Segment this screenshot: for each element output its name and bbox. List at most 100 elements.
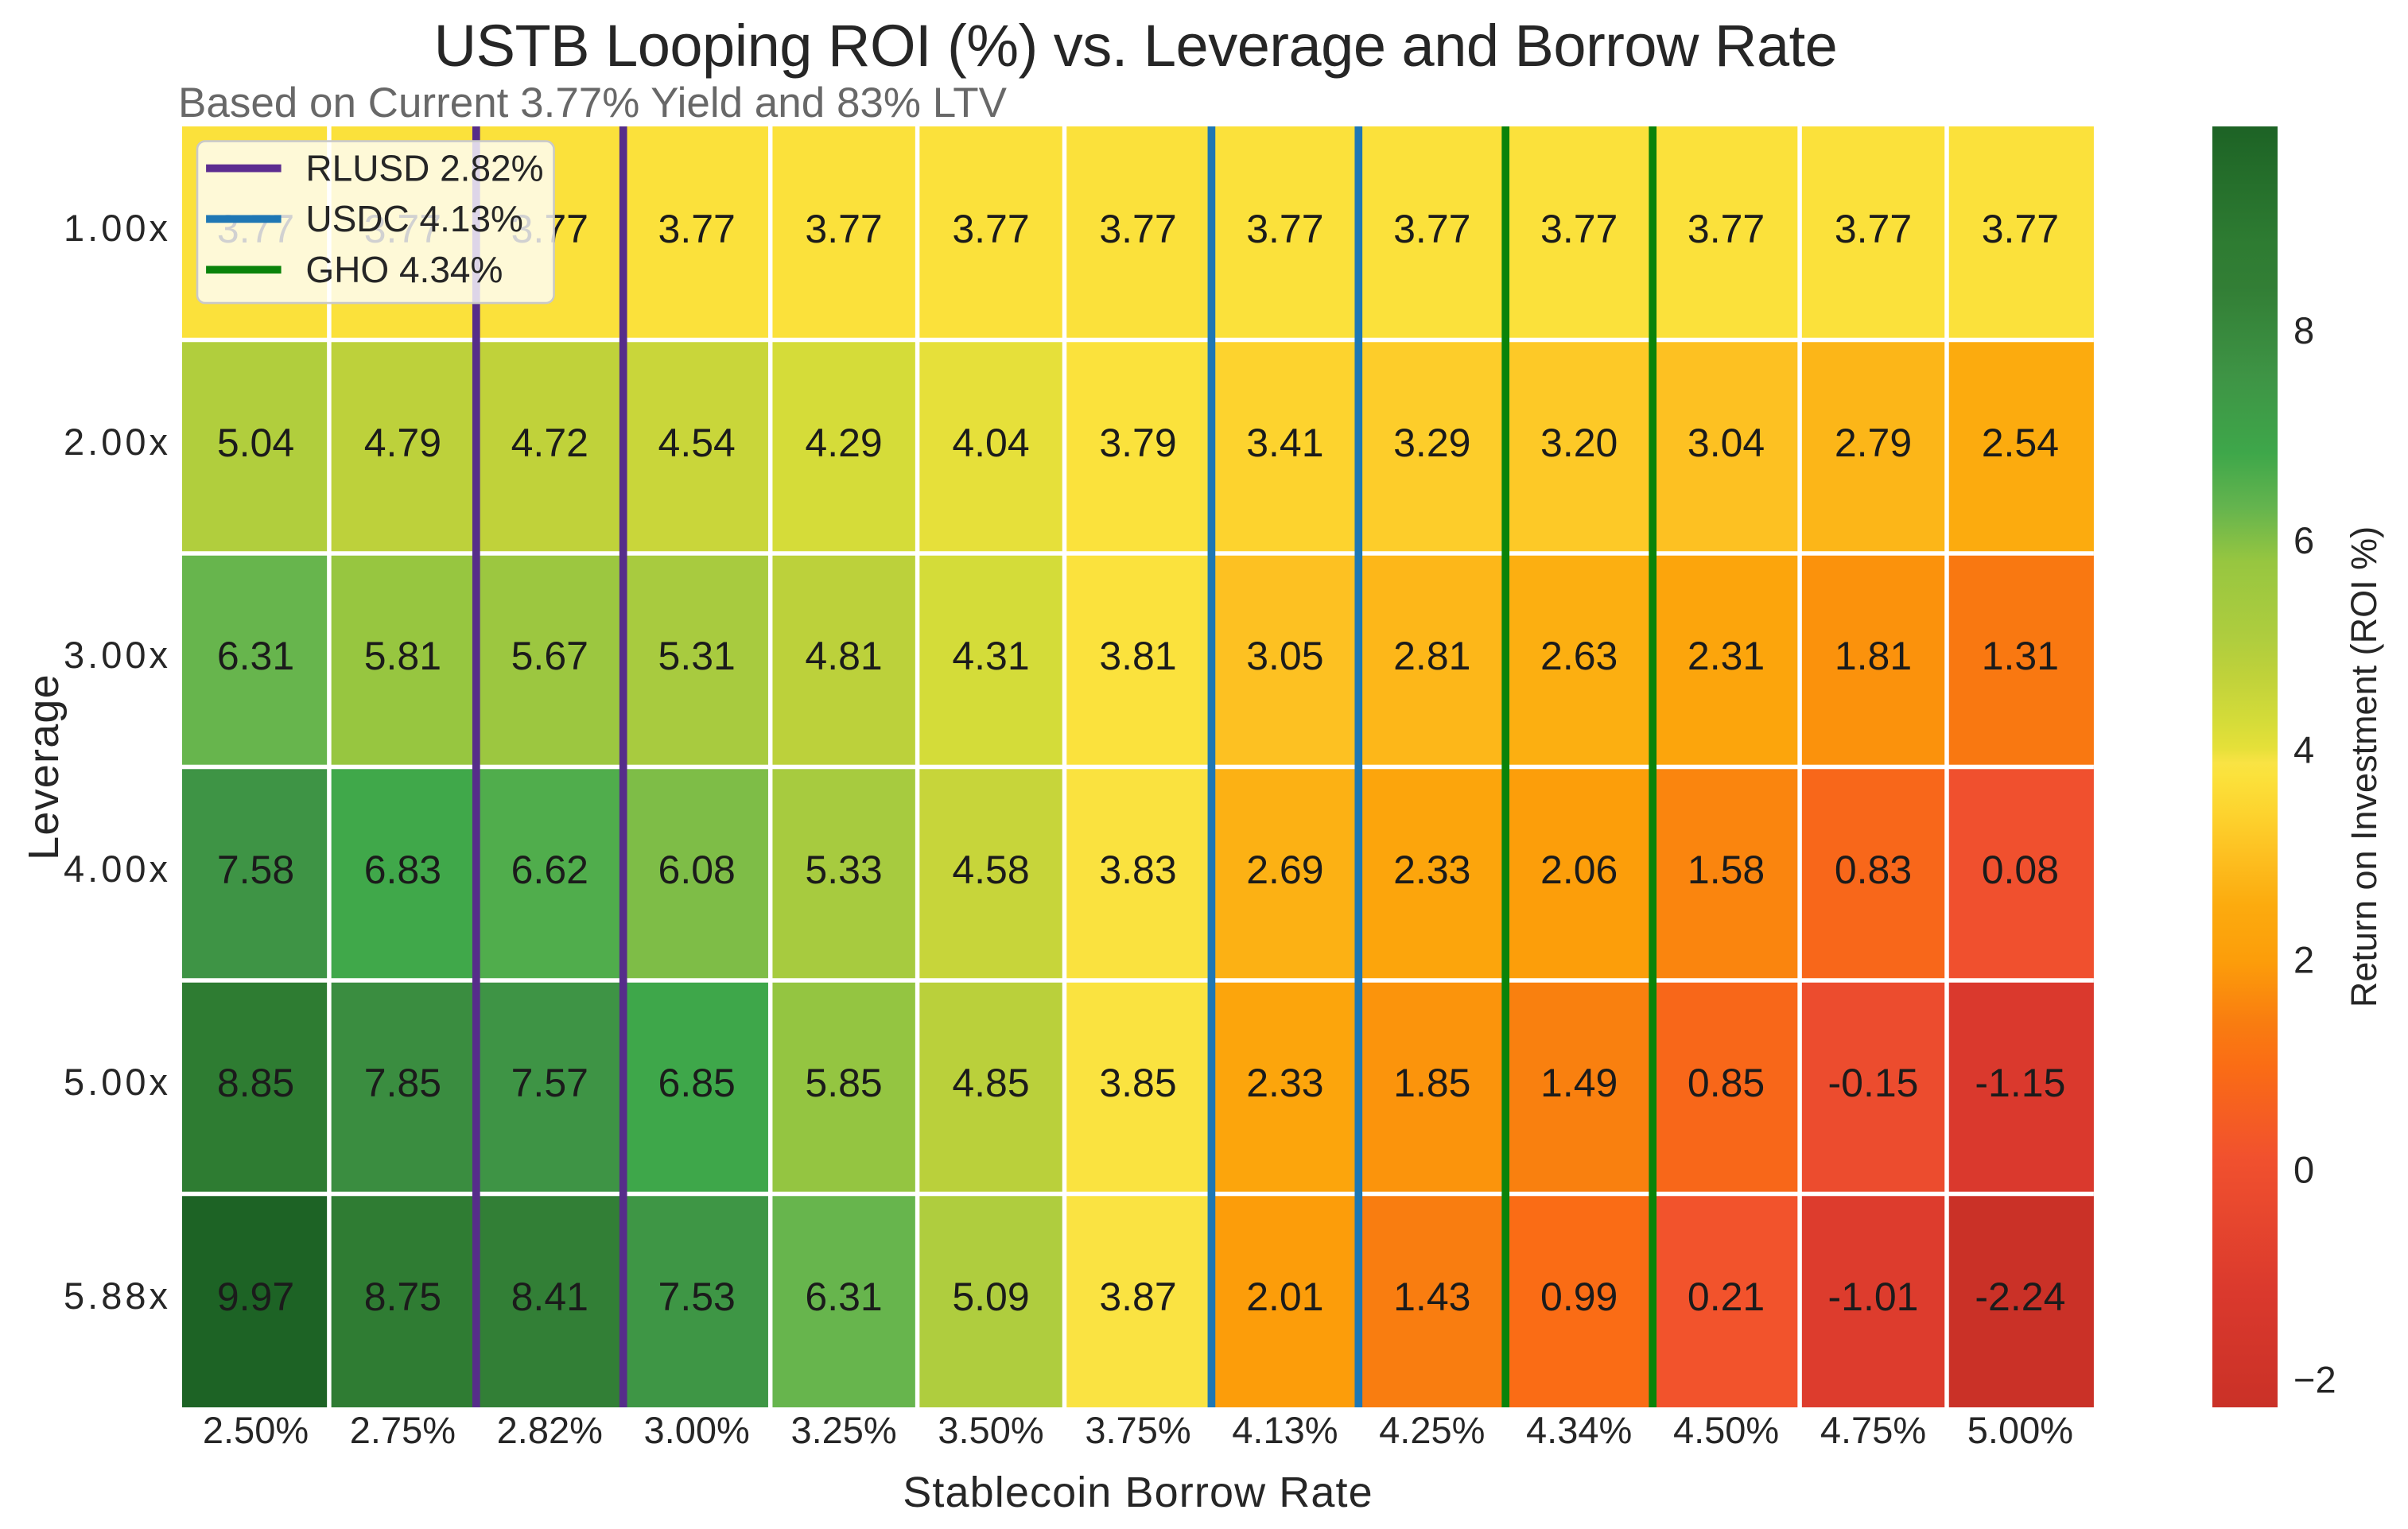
svg-text:2.54: 2.54	[1982, 421, 2059, 465]
svg-text:3.20: 3.20	[1540, 421, 1618, 465]
svg-text:3.83: 3.83	[1099, 848, 1176, 892]
svg-text:2.33: 2.33	[1246, 1061, 1323, 1105]
svg-text:2.81: 2.81	[1393, 634, 1470, 678]
svg-text:4.25%: 4.25%	[1379, 1409, 1485, 1451]
svg-text:4.75%: 4.75%	[1820, 1409, 1926, 1451]
svg-text:2.06: 2.06	[1540, 848, 1618, 892]
svg-text:6: 6	[2293, 519, 2314, 561]
svg-text:4: 4	[2293, 729, 2314, 771]
svg-text:3.05: 3.05	[1246, 634, 1323, 678]
svg-text:3.77: 3.77	[805, 207, 882, 251]
svg-text:3.77: 3.77	[1099, 207, 1176, 251]
svg-text:2.31: 2.31	[1688, 634, 1765, 678]
svg-text:3.77: 3.77	[952, 207, 1029, 251]
svg-text:1.00x: 1.00x	[64, 207, 171, 249]
svg-text:3.41: 3.41	[1246, 421, 1323, 465]
svg-text:3.25%: 3.25%	[790, 1409, 896, 1451]
svg-text:-2.24: -2.24	[1975, 1275, 2065, 1319]
svg-text:2.01: 2.01	[1246, 1275, 1323, 1319]
svg-text:6.85: 6.85	[658, 1061, 736, 1105]
svg-text:4.79: 4.79	[364, 421, 441, 465]
svg-text:5.33: 5.33	[805, 848, 882, 892]
svg-text:3.75%: 3.75%	[1085, 1409, 1190, 1451]
svg-text:−2: −2	[2293, 1358, 2336, 1400]
svg-text:7.85: 7.85	[364, 1061, 441, 1105]
svg-text:Based on Current 3.77% Yield a: Based on Current 3.77% Yield and 83% LTV	[178, 80, 1008, 126]
svg-text:8: 8	[2293, 309, 2314, 351]
svg-text:3.77: 3.77	[1835, 207, 1912, 251]
svg-text:2: 2	[2293, 939, 2314, 981]
svg-text:0.83: 0.83	[1835, 848, 1912, 892]
svg-text:0.85: 0.85	[1688, 1061, 1765, 1105]
svg-text:4.85: 4.85	[952, 1061, 1029, 1105]
svg-text:3.77: 3.77	[1393, 207, 1470, 251]
svg-text:3.77: 3.77	[1246, 207, 1323, 251]
svg-text:0: 0	[2293, 1149, 2314, 1191]
svg-text:5.85: 5.85	[805, 1061, 882, 1105]
svg-text:5.88x: 5.88x	[64, 1275, 171, 1317]
svg-text:3.77: 3.77	[1982, 207, 2059, 251]
svg-text:3.85: 3.85	[1099, 1061, 1176, 1105]
svg-text:2.82%: 2.82%	[497, 1409, 603, 1451]
svg-text:7.58: 7.58	[217, 848, 294, 892]
svg-text:USTB Looping ROI (%) vs. Lever: USTB Looping ROI (%) vs. Leverage and Bo…	[434, 13, 1838, 79]
svg-text:3.87: 3.87	[1099, 1275, 1176, 1319]
svg-text:2.33: 2.33	[1393, 848, 1470, 892]
svg-text:-1.01: -1.01	[1828, 1275, 1919, 1319]
svg-text:8.41: 8.41	[511, 1275, 588, 1319]
svg-text:3.29: 3.29	[1393, 421, 1470, 465]
svg-text:4.34%: 4.34%	[1526, 1409, 1632, 1451]
svg-text:7.53: 7.53	[658, 1275, 736, 1319]
svg-text:0.99: 0.99	[1540, 1275, 1618, 1319]
svg-text:4.72: 4.72	[511, 421, 588, 465]
svg-text:3.77: 3.77	[658, 207, 736, 251]
svg-text:6.31: 6.31	[805, 1275, 882, 1319]
svg-text:5.67: 5.67	[511, 634, 588, 678]
svg-text:2.00x: 2.00x	[64, 421, 171, 463]
svg-text:1.31: 1.31	[1982, 634, 2059, 678]
svg-text:3.81: 3.81	[1099, 634, 1176, 678]
svg-text:6.08: 6.08	[658, 848, 736, 892]
svg-text:3.00x: 3.00x	[64, 634, 171, 676]
svg-text:3.04: 3.04	[1688, 421, 1765, 465]
svg-text:5.09: 5.09	[952, 1275, 1029, 1319]
svg-text:1.85: 1.85	[1393, 1061, 1470, 1105]
svg-text:-1.15: -1.15	[1975, 1061, 2065, 1105]
svg-text:5.04: 5.04	[217, 421, 294, 465]
svg-text:3.50%: 3.50%	[938, 1409, 1043, 1451]
svg-text:4.81: 4.81	[805, 634, 882, 678]
svg-text:6.83: 6.83	[364, 848, 441, 892]
svg-text:GHO 4.34%: GHO 4.34%	[305, 249, 503, 290]
svg-text:2.75%: 2.75%	[350, 1409, 456, 1451]
svg-text:Leverage: Leverage	[20, 673, 68, 860]
svg-text:1.49: 1.49	[1540, 1061, 1618, 1105]
svg-text:3.77: 3.77	[1688, 207, 1765, 251]
svg-text:USDC 4.13%: USDC 4.13%	[305, 198, 523, 239]
svg-text:1.58: 1.58	[1688, 848, 1765, 892]
svg-text:0.08: 0.08	[1982, 848, 2059, 892]
svg-text:7.57: 7.57	[511, 1061, 588, 1105]
svg-text:8.75: 8.75	[364, 1275, 441, 1319]
svg-text:4.50%: 4.50%	[1673, 1409, 1779, 1451]
svg-text:Stablecoin Borrow Rate: Stablecoin Borrow Rate	[903, 1469, 1373, 1516]
svg-text:4.31: 4.31	[952, 634, 1029, 678]
svg-text:2.69: 2.69	[1246, 848, 1323, 892]
svg-text:8.85: 8.85	[217, 1061, 294, 1105]
svg-text:1.43: 1.43	[1393, 1275, 1470, 1319]
svg-text:4.13%: 4.13%	[1232, 1409, 1338, 1451]
svg-text:1.81: 1.81	[1835, 634, 1912, 678]
svg-text:9.97: 9.97	[217, 1275, 294, 1319]
svg-text:2.50%: 2.50%	[203, 1409, 309, 1451]
svg-text:4.00x: 4.00x	[64, 848, 171, 890]
svg-text:3.77: 3.77	[1540, 207, 1618, 251]
svg-text:4.04: 4.04	[952, 421, 1029, 465]
svg-text:Return on Investment (ROI %): Return on Investment (ROI %)	[2344, 526, 2384, 1007]
svg-text:2.63: 2.63	[1540, 634, 1618, 678]
svg-text:RLUSD 2.82%: RLUSD 2.82%	[305, 147, 543, 188]
svg-text:6.62: 6.62	[511, 848, 588, 892]
svg-text:4.29: 4.29	[805, 421, 882, 465]
svg-text:5.00x: 5.00x	[64, 1061, 171, 1103]
svg-text:5.81: 5.81	[364, 634, 441, 678]
svg-text:3.00%: 3.00%	[644, 1409, 750, 1451]
svg-text:-0.15: -0.15	[1828, 1061, 1919, 1105]
